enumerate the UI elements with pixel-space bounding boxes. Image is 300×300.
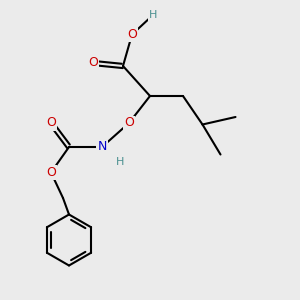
Text: O: O: [124, 116, 134, 130]
Text: O: O: [127, 28, 137, 41]
Text: H: H: [149, 10, 157, 20]
Text: N: N: [97, 140, 107, 154]
Text: H: H: [116, 157, 124, 167]
Text: O: O: [88, 56, 98, 70]
Text: O: O: [46, 116, 56, 130]
Text: O: O: [46, 166, 56, 179]
